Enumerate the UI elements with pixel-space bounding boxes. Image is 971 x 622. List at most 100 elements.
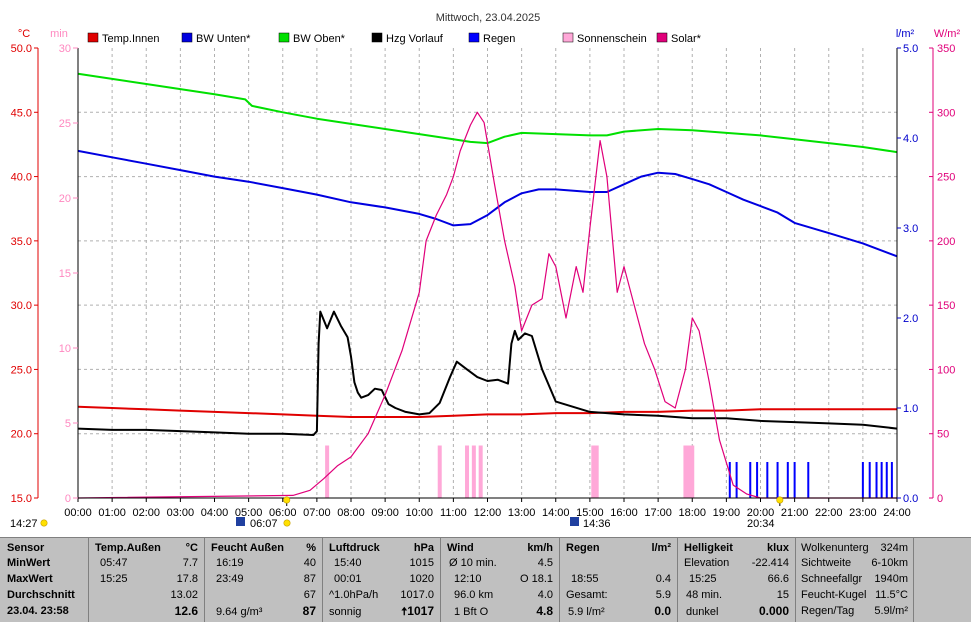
rain-tick-label: 1.0 bbox=[903, 403, 918, 415]
luft-max-value: 1020 bbox=[409, 573, 434, 585]
rain-bar bbox=[861, 462, 864, 498]
x-tick-label: 01:00 bbox=[98, 507, 126, 519]
rain-bar bbox=[728, 462, 731, 498]
temp-min-value: 7.7 bbox=[182, 557, 198, 569]
unit-minutes: min bbox=[50, 28, 68, 40]
rain-tick-label: 4.0 bbox=[903, 133, 918, 145]
rain-bar bbox=[756, 462, 759, 498]
wind-max-value: O 18.1 bbox=[519, 573, 553, 585]
series-line-temp-innen bbox=[77, 405, 897, 418]
x-tick-label: 10:00 bbox=[405, 507, 433, 519]
axes: 00:00 01:00 02:00 03:00 04:00 05:00 06:00 07:00… bbox=[11, 43, 956, 519]
sun-icon bbox=[776, 496, 784, 504]
temp-tick-label: 35.0 bbox=[11, 236, 32, 248]
rain-bar bbox=[776, 462, 779, 498]
minutes-tick-label: 15 bbox=[59, 268, 71, 280]
weather-chart: Mittwoch, 23.04.2025 °C min l/m² W/m² Te… bbox=[10, 12, 961, 530]
x-tick-label: 02:00 bbox=[132, 507, 160, 519]
minutes-tick-label: 10 bbox=[59, 343, 71, 355]
solar-tick-label: 150 bbox=[937, 300, 955, 312]
legend-swatch bbox=[562, 32, 574, 43]
temp-avg-value: 13.02 bbox=[170, 589, 198, 601]
rain-bar bbox=[786, 462, 789, 498]
row-max: MaxWert bbox=[7, 573, 53, 585]
series-line-solar bbox=[77, 111, 897, 499]
solar-tick-label: 0 bbox=[937, 493, 943, 505]
wind-max-time: 12:10 bbox=[454, 573, 482, 585]
head-luft: Luftdruck bbox=[329, 542, 380, 554]
solar-tick-label: 200 bbox=[937, 236, 955, 248]
visibility-label: Sichtweite bbox=[801, 557, 852, 569]
legend-label: Sonnenschein bbox=[577, 33, 647, 45]
rain-tick-label: 0.0 bbox=[903, 493, 918, 505]
legend-label: Regen bbox=[483, 33, 515, 45]
rain-bar bbox=[807, 462, 810, 498]
stats-table: Sensor MinWert MaxWert Durchschnitt 23.0… bbox=[0, 537, 971, 622]
wind-mean-value: 4.0 bbox=[537, 589, 553, 601]
rain-bar bbox=[868, 462, 871, 498]
col-sensor: Sensor MinWert MaxWert Durchschnitt 23.0… bbox=[0, 538, 89, 622]
sunshine-bar bbox=[465, 445, 470, 498]
x-tick-label: 18:00 bbox=[678, 507, 706, 519]
feucht-min-value: 40 bbox=[303, 557, 316, 569]
legend-label: Solar* bbox=[671, 33, 702, 45]
x-tick-label: 24:00 bbox=[883, 507, 911, 519]
legend-label: Hzg Vorlauf bbox=[386, 33, 444, 45]
regen-total-value: 5.9 bbox=[655, 589, 671, 601]
hell-elevation-value: -22.414 bbox=[751, 557, 789, 569]
temp-tick-label: 50.0 bbox=[11, 43, 32, 55]
solar-tick-label: 50 bbox=[937, 429, 949, 441]
head-wind: Wind bbox=[447, 542, 474, 554]
hell-current-value: 0.000 bbox=[758, 604, 789, 618]
sunshine-bar bbox=[690, 445, 695, 498]
time-markers: 14:27 06:07 14:36 20:34 bbox=[10, 496, 784, 530]
row-min: MinWert bbox=[7, 557, 51, 569]
sunshine-bar bbox=[478, 445, 483, 498]
col-luft: Luftdruck hPa 15:40 1015 00:01 1020 ^1.0… bbox=[323, 538, 441, 622]
temp-tick-label: 40.0 bbox=[11, 172, 32, 184]
wind-avg-label: Ø 10 min. bbox=[449, 557, 497, 569]
feucht-absolute: 9.64 g/m³ bbox=[216, 606, 263, 618]
x-tick-label: 23:00 bbox=[849, 507, 877, 519]
cloud-base-value: 324m bbox=[880, 542, 908, 554]
x-tick-label: 17:00 bbox=[644, 507, 672, 519]
col-extra: Wolkenunterg 324m Sichtweite 6-10km Schn… bbox=[796, 538, 914, 622]
temp-tick-label: 20.0 bbox=[11, 429, 32, 441]
hell-duration-value: 15 bbox=[776, 589, 789, 601]
luft-min-time: 15:40 bbox=[334, 557, 362, 569]
sunshine-bar bbox=[325, 445, 330, 498]
noon-icon bbox=[570, 517, 579, 526]
temp-min-time: 05:47 bbox=[100, 557, 128, 569]
legend-swatch bbox=[278, 32, 290, 43]
head-hell: Helligkeit bbox=[684, 542, 733, 554]
legend-swatch bbox=[87, 32, 99, 43]
unit-celsius: °C bbox=[18, 28, 30, 40]
sunshine-bar bbox=[683, 445, 688, 498]
legend-label: Temp.Innen bbox=[102, 33, 159, 45]
rain-day-label: Regen/Tag bbox=[801, 605, 855, 617]
legend-swatch bbox=[468, 32, 480, 43]
temp-tick-label: 30.0 bbox=[11, 300, 32, 312]
legend-label: BW Unten* bbox=[196, 33, 251, 45]
rain-bar bbox=[793, 462, 796, 498]
plot-area bbox=[77, 72, 898, 499]
feucht-max-time: 23:49 bbox=[216, 573, 244, 585]
row-current: 23.04. 23:58 bbox=[7, 605, 69, 617]
hell-max-value: 66.6 bbox=[767, 573, 789, 585]
x-tick-label: 06:00 bbox=[269, 507, 297, 519]
col-temp: Temp.Außen °C 05:47 7.7 15:25 17.8 13.02… bbox=[89, 538, 205, 622]
x-tick-label: 05:00 bbox=[235, 507, 263, 519]
temp-max-value: 17.8 bbox=[176, 573, 198, 585]
luft-avg-value: 1017.0 bbox=[400, 589, 434, 601]
wind-current-value: 4.8 bbox=[536, 604, 553, 618]
marker-sunrise: 06:07 bbox=[250, 518, 278, 530]
wetbulb-label: Feucht-Kugel bbox=[801, 589, 867, 601]
solar-tick-label: 100 bbox=[937, 364, 955, 376]
wind-avg-value: 4.5 bbox=[537, 557, 553, 569]
feucht-min-time: 16:19 bbox=[216, 557, 244, 569]
rain-bar bbox=[880, 462, 883, 498]
wind-distance: 96.0 km bbox=[454, 589, 494, 601]
hell-state: dunkel bbox=[686, 606, 719, 618]
unit-solar: W/m² bbox=[934, 28, 961, 40]
unit-rain: l/m² bbox=[896, 28, 915, 40]
